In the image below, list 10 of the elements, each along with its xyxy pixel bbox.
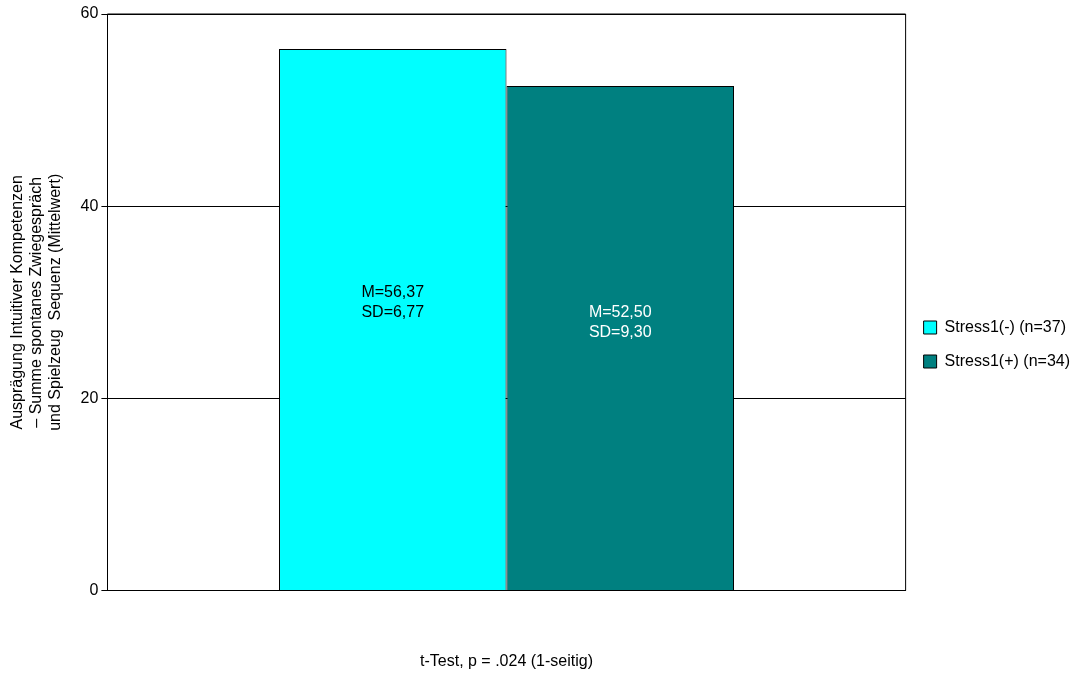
y-tick-label: 0 — [89, 581, 99, 599]
legend-label: Stress1(+) (n=34) — [944, 351, 1071, 369]
legend-label: Stress1(-) (n=37) — [944, 317, 1066, 335]
y-tick-label: 60 — [80, 4, 99, 22]
y-tick-label: 40 — [80, 196, 99, 214]
y-axis-title: Ausprägung Intuitiver Kompetenzen – Summe spontanes Zwiegespräch und Spielzeug Sequenz (Mittelwert) — [8, 173, 64, 431]
x-axis-title: t-Test, p = .024 (1-seitig) — [420, 651, 593, 669]
y-tick-label: 20 — [80, 388, 99, 406]
data-label: M=52,50 SD=9,30 — [588, 302, 652, 340]
data-label: M=56,37 SD=6,77 — [361, 282, 425, 320]
